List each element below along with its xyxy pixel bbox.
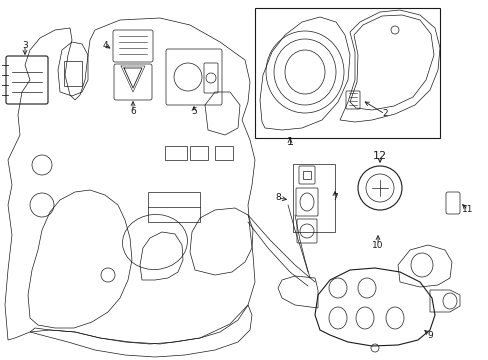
Text: 12: 12 <box>372 151 386 161</box>
Text: 8: 8 <box>275 193 280 202</box>
Text: 1: 1 <box>286 137 293 147</box>
Text: 4: 4 <box>102 40 107 49</box>
Text: 9: 9 <box>426 330 432 339</box>
Text: 6: 6 <box>130 108 136 117</box>
Text: 7: 7 <box>331 193 337 202</box>
Text: 11: 11 <box>461 206 473 215</box>
Text: 10: 10 <box>371 240 383 249</box>
Text: 3: 3 <box>22 40 28 49</box>
Bar <box>64 61 82 86</box>
Text: 5: 5 <box>191 108 197 117</box>
Bar <box>292 164 334 232</box>
Bar <box>254 8 439 138</box>
Text: 2: 2 <box>382 109 387 118</box>
Bar <box>303 171 310 179</box>
